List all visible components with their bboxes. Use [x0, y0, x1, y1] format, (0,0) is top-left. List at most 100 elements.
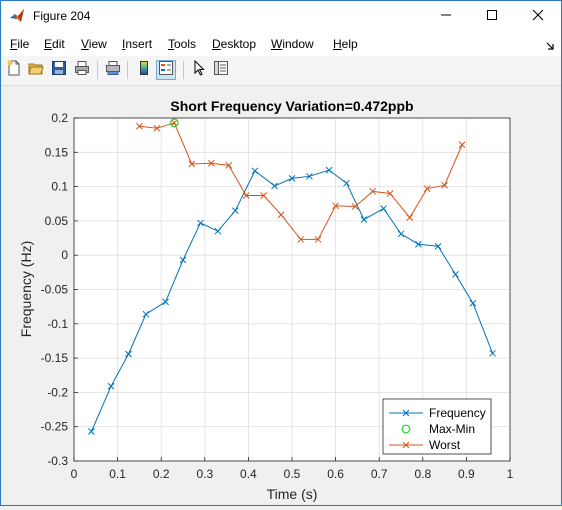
maximize-button[interactable]: [469, 1, 515, 32]
menu-edit[interactable]: Edit: [44, 37, 65, 51]
dock-arrow-icon[interactable]: [545, 38, 555, 50]
property-inspector-icon: [213, 60, 229, 81]
data-point-frequency: [325, 166, 333, 174]
close-button[interactable]: [515, 1, 561, 32]
data-point-worst: [153, 124, 161, 132]
menu-bar: File Edit View Insert Tools Desktop Wind…: [1, 32, 561, 56]
y-tick-label: -0.3: [47, 454, 68, 468]
print-preview-button[interactable]: [103, 60, 123, 80]
y-tick-label: -0.25: [41, 420, 69, 434]
x-tick-label: 0.3: [196, 467, 213, 481]
data-point-worst: [351, 203, 359, 210]
x-tick-label: 0.9: [458, 467, 475, 481]
new-figure-icon: [6, 60, 22, 81]
legend-label: Frequency: [429, 406, 486, 420]
plot-svg[interactable]: 0 0.1 0.2 0.3 0.4 0.5 0.6 0.7 0.8 0.9 1 0.2 0.15 0.1 0…: [1, 86, 561, 505]
legend-button[interactable]: [156, 60, 176, 80]
data-point-frequency: [142, 310, 150, 318]
plot-series: [88, 118, 496, 435]
x-tick-label: 0.8: [414, 467, 431, 481]
x-tick-label: 0.4: [240, 467, 257, 481]
x-axis-label: Time (s): [267, 486, 318, 502]
chart-title: Short Frequency Variation=0.472ppb: [170, 98, 413, 114]
data-point-frequency: [452, 271, 459, 278]
legend-item-frequency: Frequency: [389, 406, 486, 420]
data-point-worst: [369, 188, 377, 195]
save-button[interactable]: [49, 60, 69, 80]
print-button[interactable]: [72, 60, 92, 80]
data-point-worst: [314, 236, 322, 243]
series-max-min: [169, 118, 179, 128]
data-point-worst: [260, 192, 268, 199]
data-point-worst: [386, 190, 394, 197]
menu-help[interactable]: Help: [333, 37, 358, 51]
new-figure-button[interactable]: [4, 60, 24, 80]
pointer-icon: [191, 59, 207, 81]
menu-desktop[interactable]: Desktop: [212, 37, 257, 51]
data-point-frequency: [469, 299, 477, 307]
menu-window[interactable]: Window: [271, 37, 314, 51]
x-tick-label: 0.7: [371, 467, 388, 481]
data-point-frequency: [251, 167, 259, 175]
data-point-worst: [277, 211, 285, 219]
data-point-worst: [188, 160, 196, 168]
maximize-icon: [486, 8, 498, 26]
data-point-frequency: [434, 242, 442, 250]
data-point-frequency: [360, 216, 368, 223]
toolbar-separator: [127, 61, 128, 79]
toolbar-separator: [183, 61, 184, 79]
pointer-button[interactable]: [189, 59, 209, 81]
menu-tools[interactable]: Tools: [168, 37, 197, 51]
data-point-worst: [225, 161, 233, 169]
colorbar-icon: [136, 60, 152, 81]
series-worst: [136, 119, 466, 243]
y-axis-label: Frequency (Hz): [18, 241, 34, 337]
toolbar-separator: [97, 61, 98, 79]
data-point-frequency: [306, 172, 313, 180]
colorbar-button[interactable]: [134, 60, 154, 80]
data-point-frequency: [179, 256, 187, 264]
matlab-logo-icon: [9, 8, 25, 24]
menu-insert[interactable]: Insert: [122, 37, 153, 51]
open-file-icon: [28, 60, 44, 81]
x-tick-label: 1: [507, 467, 514, 481]
legend[interactable]: Frequency Max-Min Worst: [382, 398, 492, 455]
open-file-button[interactable]: [26, 60, 46, 80]
data-point-frequency: [125, 350, 132, 358]
data-point-max-min: [169, 118, 179, 128]
y-tick-label: -0.2: [47, 385, 68, 399]
title-bar[interactable]: Figure 204: [1, 1, 561, 32]
data-point-frequency: [380, 205, 387, 212]
data-point-frequency: [343, 179, 350, 187]
y-tick-label: -0.05: [41, 283, 69, 297]
x-tick-label: 0.5: [284, 467, 301, 481]
y-tick-label: 0.05: [45, 214, 69, 228]
minimize-button[interactable]: [423, 1, 469, 32]
legend-icon: [158, 60, 174, 81]
property-inspector-button[interactable]: [211, 60, 231, 80]
print-icon: [74, 60, 90, 81]
series-frequency: [88, 166, 496, 435]
data-point-worst: [170, 119, 178, 127]
data-point-worst: [136, 122, 143, 130]
data-point-frequency: [489, 349, 496, 357]
data-point-worst: [441, 181, 448, 189]
data-point-frequency: [214, 227, 222, 235]
figure-canvas: 0 0.1 0.2 0.3 0.4 0.5 0.6 0.7 0.8 0.9 1 0.2 0.15 0.1 0…: [1, 86, 561, 505]
x-tick-label: 0.6: [327, 467, 344, 481]
x-tick-label: 0.1: [109, 467, 126, 481]
data-point-worst: [458, 141, 466, 149]
axis-ticks: 0 0.1 0.2 0.3 0.4 0.5 0.6 0.7 0.8 0.9 1 0.2 0.15 0.1 0…: [41, 111, 514, 481]
minimize-icon: [440, 8, 452, 26]
legend-marker: [402, 441, 410, 449]
data-point-worst: [207, 159, 215, 167]
save-icon: [51, 60, 67, 81]
data-point-worst: [406, 214, 414, 221]
legend-marker: [402, 409, 410, 417]
menu-view[interactable]: View: [81, 37, 107, 51]
menu-file[interactable]: File: [10, 37, 30, 51]
data-point-frequency: [397, 230, 405, 238]
x-tick-label: 0: [71, 467, 78, 481]
legend-label: Worst: [429, 438, 461, 452]
